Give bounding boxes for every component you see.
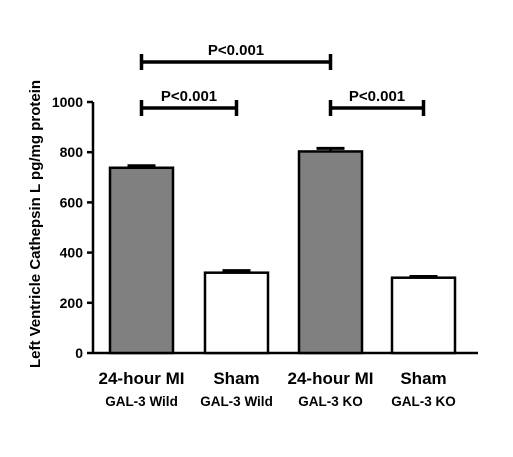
- category-sublabel-2: GAL-3 Wild: [200, 394, 273, 409]
- bar-3: [297, 150, 364, 355]
- category-label-2: Sham: [213, 369, 259, 388]
- y-axis-label-group: Left Ventricle Cathepsin L pg/mg protein: [27, 80, 44, 368]
- category-sublabel-1: GAL-3 Wild: [105, 394, 178, 409]
- category-sublabel-4: GAL-3 KO: [391, 394, 456, 409]
- category-sublabel-3: GAL-3 KO: [298, 394, 363, 409]
- bars: [108, 146, 457, 355]
- significance-label-3: P<0.001: [208, 42, 264, 59]
- significance-label-2: P<0.001: [349, 88, 405, 105]
- category-label-3: 24-hour MI: [288, 369, 374, 388]
- y-tick-label-400: 400: [60, 245, 84, 261]
- significance-label-1: P<0.001: [161, 88, 217, 105]
- category-label-1: 24-hour MI: [99, 369, 185, 388]
- category-label-4: Sham: [400, 369, 446, 388]
- y-tick-label-600: 600: [60, 194, 84, 210]
- significance-brackets: P<0.001 P<0.001 P<0.001: [139, 42, 426, 116]
- bar-1: [108, 166, 175, 355]
- bar-4: [390, 276, 457, 355]
- y-tick-label-800: 800: [60, 144, 84, 160]
- y-axis-label: Left Ventricle Cathepsin L pg/mg protein: [27, 80, 44, 368]
- y-tick-label-0: 0: [75, 345, 83, 361]
- y-tick-label-200: 200: [60, 295, 84, 311]
- bar-2: [203, 271, 270, 355]
- category-labels: 24-hour MI GAL-3 Wild Sham GAL-3 Wild 24-hou…: [99, 369, 456, 409]
- y-tick-label-1000: 1000: [52, 94, 83, 110]
